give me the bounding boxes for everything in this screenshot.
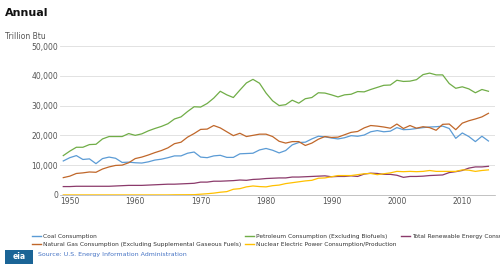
Text: eia: eia — [12, 253, 26, 261]
Text: Source: U.S. Energy Information Administration: Source: U.S. Energy Information Administ… — [38, 253, 186, 257]
Legend: Coal Consumption, Natural Gas Consumption (Excluding Supplemental Gaseous Fuels): Coal Consumption, Natural Gas Consumptio… — [30, 232, 500, 250]
Text: Annual: Annual — [5, 8, 49, 18]
Text: Trillion Btu: Trillion Btu — [5, 32, 46, 41]
